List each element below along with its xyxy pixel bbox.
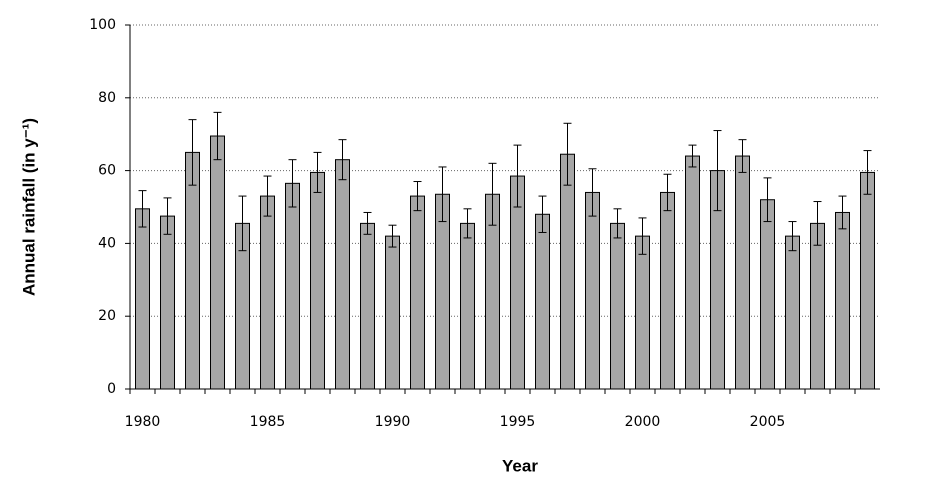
error-bar bbox=[513, 144, 522, 208]
x-tick-label: 1995 bbox=[500, 414, 536, 430]
error-bar bbox=[688, 144, 697, 168]
bar bbox=[310, 171, 325, 390]
bar bbox=[410, 195, 425, 390]
error-bar bbox=[613, 208, 622, 239]
error-bar bbox=[213, 111, 222, 161]
bar bbox=[260, 195, 275, 390]
error-bar bbox=[163, 197, 172, 235]
y-tick-label: 100 bbox=[89, 17, 116, 33]
bar bbox=[185, 151, 200, 390]
bar bbox=[560, 153, 575, 390]
bar bbox=[360, 222, 375, 390]
bar bbox=[785, 235, 800, 390]
bar bbox=[760, 199, 775, 390]
error-bar bbox=[288, 159, 297, 208]
bar bbox=[135, 208, 150, 390]
bar bbox=[685, 155, 700, 390]
y-axis-title: Annual rainfall (in y⁻¹) bbox=[19, 118, 38, 296]
x-tick-label: 2000 bbox=[625, 414, 661, 430]
error-bar bbox=[788, 221, 797, 252]
bar bbox=[535, 213, 550, 390]
bar bbox=[435, 193, 450, 390]
error-bar bbox=[138, 190, 147, 228]
x-tick-label: 1985 bbox=[250, 414, 286, 430]
bar bbox=[610, 222, 625, 390]
error-bar bbox=[413, 181, 422, 212]
y-tick-label: 40 bbox=[98, 235, 116, 251]
error-bar bbox=[663, 173, 672, 212]
error-bar bbox=[463, 208, 472, 239]
bar bbox=[660, 191, 675, 390]
error-bar bbox=[588, 168, 597, 217]
y-tick-label: 60 bbox=[98, 163, 116, 179]
error-bar bbox=[538, 195, 547, 233]
bar bbox=[510, 175, 525, 390]
bar bbox=[335, 159, 350, 390]
error-bar bbox=[838, 195, 847, 230]
y-tick-label: 0 bbox=[107, 381, 116, 397]
error-bar bbox=[363, 211, 372, 235]
x-tick-label: 1990 bbox=[375, 414, 411, 430]
bar bbox=[735, 155, 750, 390]
bar bbox=[585, 191, 600, 390]
bar bbox=[835, 211, 850, 390]
y-tick-label: 80 bbox=[98, 90, 116, 106]
error-bar bbox=[438, 166, 447, 223]
error-bar bbox=[763, 177, 772, 223]
bar bbox=[810, 222, 825, 390]
bar bbox=[385, 235, 400, 390]
error-bar bbox=[863, 150, 872, 195]
error-bar bbox=[388, 224, 397, 248]
bar bbox=[460, 222, 475, 390]
bar bbox=[635, 235, 650, 390]
bar bbox=[210, 135, 225, 390]
error-bar bbox=[638, 217, 647, 255]
bar bbox=[160, 215, 175, 390]
x-tick-label: 1980 bbox=[125, 414, 161, 430]
error-bar bbox=[813, 201, 822, 246]
x-axis-title: Year bbox=[502, 456, 538, 475]
error-bar bbox=[338, 139, 347, 181]
x-tick-label: 2005 bbox=[750, 414, 786, 430]
error-bar bbox=[188, 119, 197, 186]
error-bar bbox=[263, 175, 272, 217]
bar bbox=[860, 171, 875, 390]
error-bar bbox=[488, 162, 497, 226]
error-bar bbox=[713, 130, 722, 212]
error-bar bbox=[313, 151, 322, 193]
error-bar bbox=[738, 139, 747, 173]
bar bbox=[285, 182, 300, 390]
y-tick-label: 20 bbox=[98, 308, 116, 324]
error-bar bbox=[563, 122, 572, 186]
error-bar bbox=[238, 195, 247, 252]
